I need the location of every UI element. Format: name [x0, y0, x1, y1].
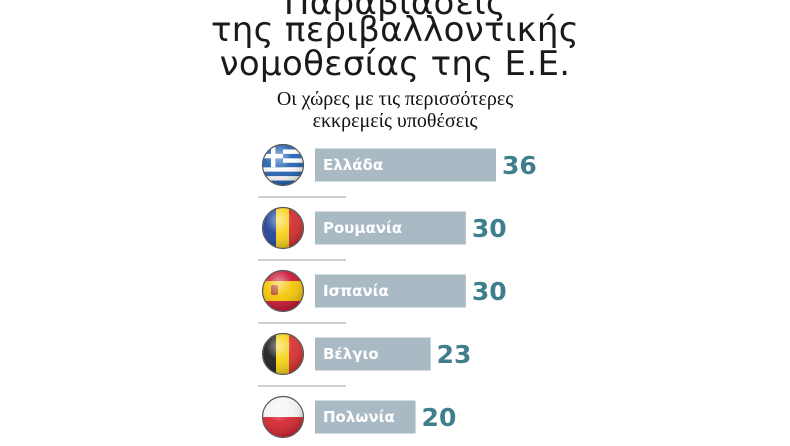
chart-subtitle-line-1: Οι χώρες με τις περισσότερες: [276, 88, 514, 110]
greece-flag-icon: [261, 143, 305, 187]
bar-5: [315, 400, 416, 434]
bar-1: [315, 148, 496, 182]
bar-2: [315, 211, 466, 245]
chart-title-line-1: Παραβιάσεις: [283, 0, 507, 23]
bar-4: [315, 337, 431, 371]
category-label: Πολωνία: [323, 408, 395, 426]
category-label: Βέλγιο: [323, 345, 379, 363]
belgium-flag-icon: [261, 332, 305, 376]
spain-flag-icon: [261, 269, 305, 313]
category-label: Ρουμανία: [323, 219, 402, 237]
romania-flag-icon: [261, 206, 305, 250]
chart-title-line-3: νομοθεσίας της Ε.Ε.: [219, 44, 571, 84]
poland-flag-icon: [261, 395, 305, 439]
chart-title-line-2: της περιβαλλοντικής: [210, 10, 580, 50]
value-label: 23: [437, 340, 472, 369]
bar-3: [315, 274, 466, 308]
chart-subtitle-line-2: εκκρεμείς υποθέσεις: [312, 110, 478, 132]
value-label: 30: [472, 277, 507, 306]
category-label: Ισπανία: [323, 282, 389, 300]
value-label: 20: [422, 403, 457, 432]
value-label: 36: [502, 151, 537, 180]
category-label: Ελλάδα: [323, 156, 383, 174]
value-label: 30: [472, 214, 507, 243]
